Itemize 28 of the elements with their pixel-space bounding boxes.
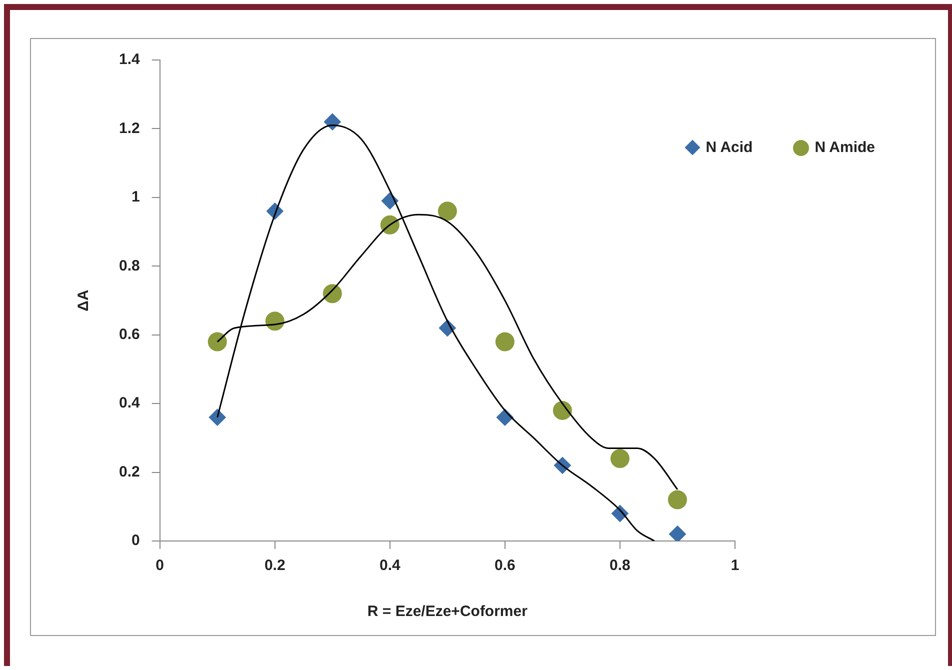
y-tick-label: 1.4	[118, 51, 140, 68]
point	[610, 449, 630, 468]
x-tick-label: 0.4	[379, 557, 401, 574]
y-tick-label: 1	[132, 188, 140, 206]
x-tick-label: 0	[156, 557, 164, 574]
point	[668, 526, 686, 541]
point	[495, 332, 514, 352]
y-tick-label: 0	[132, 532, 140, 550]
y-axis-title: ΔA	[75, 290, 92, 312]
point	[208, 332, 227, 352]
y-tick-label: 0.6	[118, 326, 140, 343]
y-tick-label: 0.2	[118, 463, 140, 480]
x-axis-title: R = Eze/Eze+Coformer	[367, 603, 528, 620]
point	[552, 400, 572, 420]
point	[668, 490, 687, 510]
point	[208, 408, 226, 426]
point	[438, 202, 457, 221]
legend-label: N Acid	[706, 139, 753, 156]
x-tick-label: 0.8	[610, 557, 630, 574]
y-tick-label: 1.2	[118, 120, 140, 137]
x-tick-label: 0.6	[494, 557, 516, 574]
point	[265, 312, 284, 331]
point	[324, 113, 341, 130]
x-tick-label: 1	[730, 557, 740, 574]
y-tick-label: 0.8	[118, 257, 140, 274]
y-tick-label: 0.4	[118, 394, 140, 412]
legend-label: N Amide	[814, 139, 875, 156]
x-tick-label: 0.2	[264, 557, 286, 574]
